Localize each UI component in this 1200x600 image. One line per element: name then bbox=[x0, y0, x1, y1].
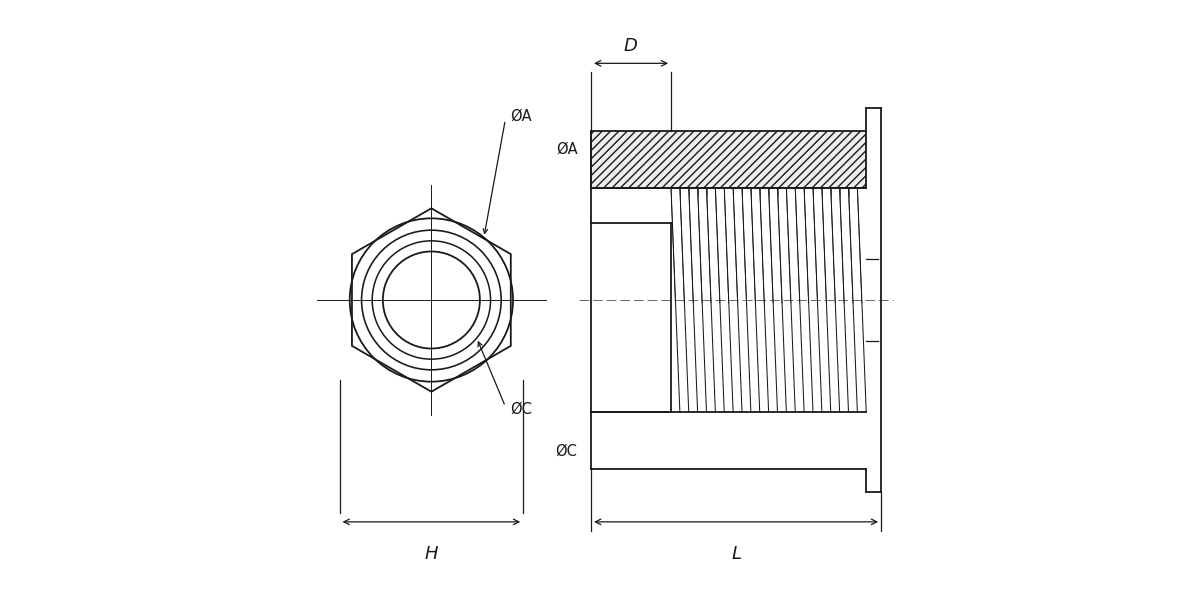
Text: ØC: ØC bbox=[510, 402, 532, 417]
Text: ØC: ØC bbox=[556, 443, 577, 458]
Text: ØA: ØA bbox=[510, 109, 532, 124]
Text: L: L bbox=[731, 545, 742, 563]
Text: ØA: ØA bbox=[556, 142, 577, 157]
Text: H: H bbox=[425, 545, 438, 563]
Text: D: D bbox=[624, 37, 637, 55]
Polygon shape bbox=[592, 131, 866, 188]
